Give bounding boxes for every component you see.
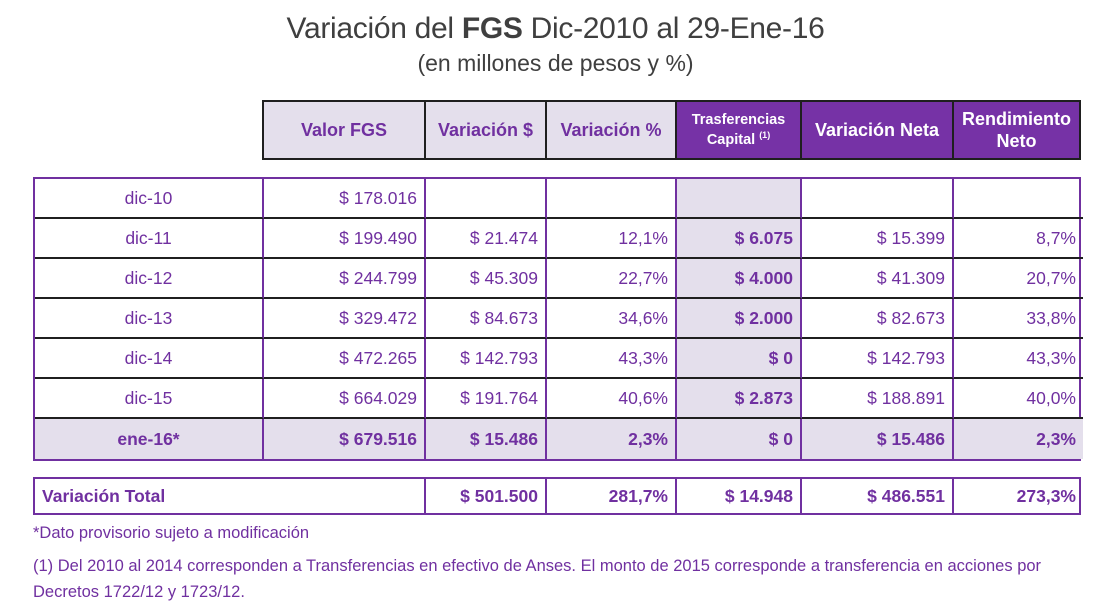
cell-variacion-pesos: $ 15.486 <box>426 419 547 459</box>
cell-variacion-neta: $ 15.486 <box>802 419 954 459</box>
cell-variacion-neta <box>802 179 954 219</box>
total-row: Variación Total $ 501.500 281,7% $ 14.94… <box>33 477 1081 515</box>
cell-trasferencias-capital: $ 0 <box>677 339 802 379</box>
cell-variacion-neta: $ 142.793 <box>802 339 954 379</box>
total-label: Variación Total <box>35 479 426 513</box>
col-header-variacion-pct: Variación % <box>545 100 675 160</box>
cell-valor-fgs: $ 178.016 <box>264 179 426 219</box>
cell-valor-fgs: $ 664.029 <box>264 379 426 419</box>
col-header-trasferencias-capital: Trasferencias Capital (1) <box>675 100 800 160</box>
cell-variacion-pct <box>547 179 677 219</box>
title-part3: Dic-2010 al 29-Ene-16 <box>522 12 825 45</box>
row-label: dic-13 <box>35 299 264 339</box>
footnote-ref-1: (1) <box>759 129 771 140</box>
row-label: dic-10 <box>35 179 264 219</box>
page-title: Variación del FGS Dic-2010 al 29-Ene-16 <box>0 0 1111 46</box>
cell-trasferencias-capital: $ 2.000 <box>677 299 802 339</box>
cell-variacion-pct: 2,3% <box>547 419 677 459</box>
cell-rendimiento-neto: 20,7% <box>954 259 1083 299</box>
col-header-rendimiento-neto: Rendimiento Neto <box>952 100 1081 160</box>
cell-rendimiento-neto: 2,3% <box>954 419 1083 459</box>
cell-rendimiento-neto: 8,7% <box>954 219 1083 259</box>
cell-variacion-pesos: $ 191.764 <box>426 379 547 419</box>
total-rendimiento-neto: 273,3% <box>1016 485 1076 506</box>
cell-variacion-pct: 12,1% <box>547 219 677 259</box>
cell-valor-fgs: $ 472.265 <box>264 339 426 379</box>
cell-valor-fgs: $ 679.516 <box>264 419 426 459</box>
cell-variacion-pesos: $ 142.793 <box>426 339 547 379</box>
total-variacion-pesos: $ 501.500 <box>426 479 547 513</box>
total-variacion-pct: 281,7% <box>547 479 677 513</box>
col-header-valor-fgs: Valor FGS <box>262 100 424 160</box>
cell-variacion-pesos: $ 84.673 <box>426 299 547 339</box>
cell-trasferencias-capital: $ 2.873 <box>677 379 802 419</box>
total-variacion-neta: $ 486.551 <box>802 479 954 513</box>
row-label: dic-14 <box>35 339 264 379</box>
cell-valor-fgs: $ 199.490 <box>264 219 426 259</box>
cell-trasferencias-capital: $ 6.075 <box>677 219 802 259</box>
cell-valor-fgs: $ 244.799 <box>264 259 426 299</box>
footnote-provisional: *Dato provisorio sujeto a modificación <box>33 524 310 542</box>
row-label: dic-12 <box>35 259 264 299</box>
footnote-transfers: (1) Del 2010 al 2014 corresponden a Tran… <box>33 557 1042 601</box>
row-label: dic-15 <box>35 379 264 419</box>
cell-trasferencias-capital: $ 4.000 <box>677 259 802 299</box>
col-header-variacion-neta: Variación Neta <box>800 100 952 160</box>
title-part2-bold: FGS <box>461 12 523 45</box>
cell-variacion-pct: 43,3% <box>547 339 677 379</box>
cell-trasferencias-capital: $ 0 <box>677 419 802 459</box>
trasferencias-label: Trasferencias Capital <box>691 112 786 148</box>
col-header-variacion-pesos: Variación $ <box>424 100 545 160</box>
cell-valor-fgs: $ 329.472 <box>264 299 426 339</box>
cell-variacion-pct: 22,7% <box>547 259 677 299</box>
cell-variacion-pct: 40,6% <box>547 379 677 419</box>
page-subtitle: (en millones de pesos y %) <box>417 50 694 76</box>
row-label: dic-11 <box>35 219 264 259</box>
total-trasferencias-capital: $ 14.948 <box>677 479 802 513</box>
cell-variacion-neta: $ 41.309 <box>802 259 954 299</box>
title-part1: Variación del <box>286 12 462 45</box>
cell-variacion-neta: $ 15.399 <box>802 219 954 259</box>
data-table: dic-10 $ 178.016 dic-11 $ 199.490 $ 21.4… <box>33 177 1083 461</box>
cell-rendimiento-neto <box>954 179 1083 219</box>
cell-variacion-neta: $ 188.891 <box>802 379 954 419</box>
cell-rendimiento-neto: 33,8% <box>954 299 1083 339</box>
table-header-row: Valor FGS Variación $ Variación % Trasfe… <box>262 100 1111 160</box>
cell-variacion-pct: 34,6% <box>547 299 677 339</box>
cell-rendimiento-neto: 40,0% <box>954 379 1083 419</box>
cell-variacion-pesos <box>426 179 547 219</box>
cell-rendimiento-neto: 43,3% <box>954 339 1083 379</box>
cell-trasferencias-capital <box>677 179 802 219</box>
cell-variacion-neta: $ 82.673 <box>802 299 954 339</box>
cell-variacion-pesos: $ 45.309 <box>426 259 547 299</box>
cell-variacion-pesos: $ 21.474 <box>426 219 547 259</box>
row-label: ene-16* <box>35 419 264 459</box>
